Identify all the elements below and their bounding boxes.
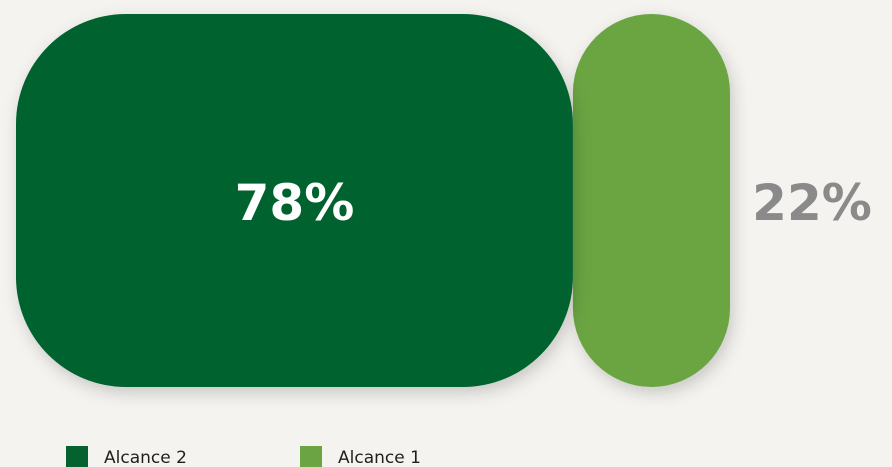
legend-swatch bbox=[66, 446, 88, 467]
legend-swatch bbox=[300, 446, 322, 467]
value-label: 78% bbox=[235, 174, 355, 232]
bars bbox=[16, 14, 730, 387]
legend: Alcance 2 Alcance 1 bbox=[66, 446, 421, 467]
legend-label: Alcance 1 bbox=[338, 448, 421, 467]
labels: 78% 22% bbox=[235, 174, 872, 232]
legend-label: Alcance 2 bbox=[104, 448, 187, 467]
bar-segment bbox=[16, 14, 573, 387]
value-label: 22% bbox=[752, 174, 872, 232]
bar-segment bbox=[572, 14, 730, 387]
